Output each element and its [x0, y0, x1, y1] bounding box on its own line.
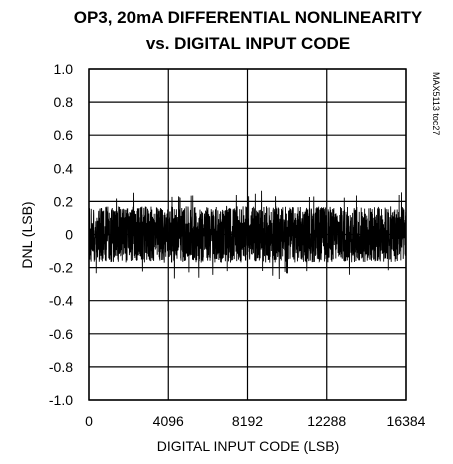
figure-id-label: MAX5113 toc27	[431, 72, 441, 135]
y-axis-label: DNL (LSB)	[19, 201, 35, 268]
x-axis-label: DIGITAL INPUT CODE (LSB)	[157, 438, 340, 454]
y-tick-label-8: -0.6	[49, 326, 73, 342]
y-tick-label-6: -0.2	[49, 260, 73, 276]
y-tick-labels: 1.0 0.8 0.6 0.4 0.2 0 -0.2 -0.4 -0.6 -0.8 -1.0	[49, 61, 73, 408]
x-tick-label-0: 0	[85, 413, 93, 429]
chart-title-line1: OP3, 20mA DIFFERENTIAL NONLINEARITY	[74, 8, 423, 27]
plot-frame	[88, 68, 407, 401]
dnl-series	[88, 190, 407, 280]
y-tick-label-3: 0.4	[54, 160, 74, 176]
x-tick-label-3: 12288	[307, 413, 346, 429]
y-tick-label-10: -1.0	[49, 392, 73, 408]
dnl-series-line	[88, 190, 407, 280]
y-tick-label-9: -0.8	[49, 359, 73, 375]
y-tick-label-4: 0.2	[54, 193, 74, 209]
x-tick-label-4: 16384	[387, 413, 426, 429]
x-tick-label-2: 8192	[232, 413, 263, 429]
y-tick-label-5: 0	[65, 227, 73, 243]
x-tick-labels: 0 4096 8192 12288 16384	[85, 413, 426, 429]
y-tick-label-7: -0.4	[49, 293, 73, 309]
chart-title-line2: vs. DIGITAL INPUT CODE	[146, 34, 350, 53]
y-tick-label-2: 0.6	[54, 127, 74, 143]
x-tick-label-1: 4096	[153, 413, 184, 429]
y-tick-label-1: 0.8	[54, 94, 74, 110]
y-tick-label-0: 1.0	[54, 61, 74, 77]
